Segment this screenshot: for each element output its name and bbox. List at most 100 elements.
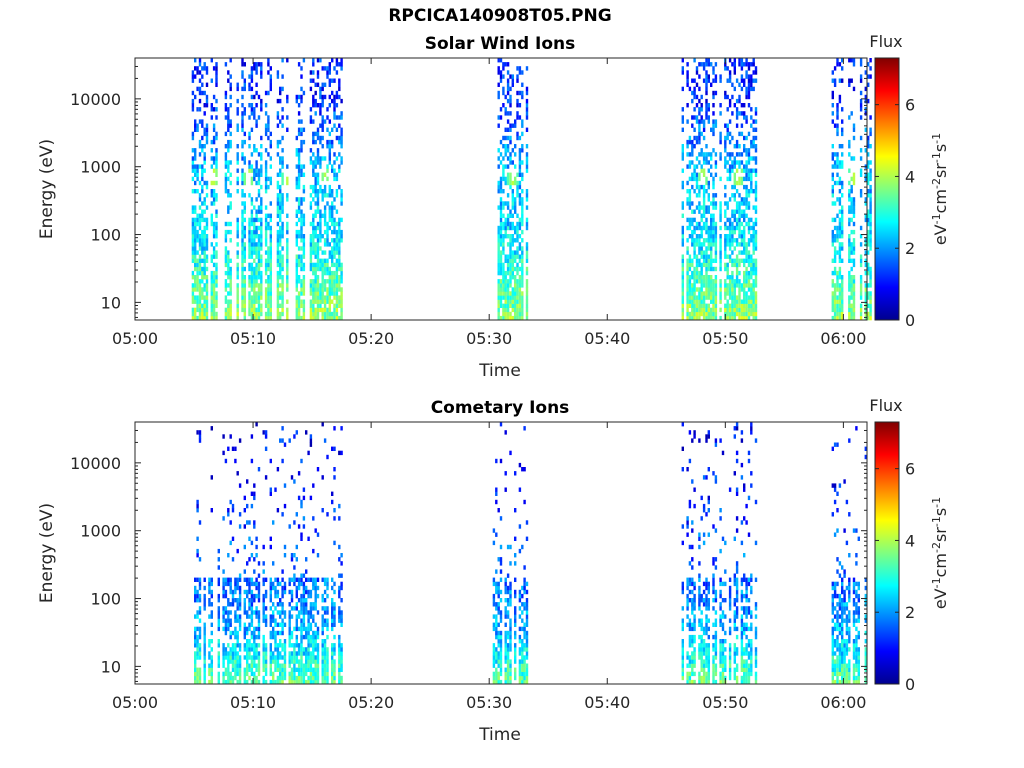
spectrogram-cell: [681, 270, 684, 276]
spectrogram-cell: [309, 659, 313, 664]
spectrogram-cell: [511, 197, 514, 202]
spectrogram-cell: [248, 606, 251, 611]
spectrogram-cell: [198, 430, 202, 435]
spectrogram-cell: [250, 234, 254, 239]
spectrogram-cell: [691, 275, 694, 280]
spectrogram-cell: [205, 283, 209, 288]
spectrogram-cell: [691, 238, 694, 243]
spectrogram-cell: [191, 315, 195, 321]
spectrogram-cell: [212, 287, 216, 292]
spectrogram-cell: [300, 618, 303, 623]
spectrogram-cell: [196, 86, 199, 92]
spectrogram-cell: [269, 262, 272, 268]
spectrogram-cell: [309, 107, 313, 112]
spectrogram-cell: [319, 283, 322, 288]
spectrogram-cell: [499, 115, 503, 120]
spectrogram-cell: [191, 78, 195, 83]
spectrogram-cell: [869, 242, 872, 247]
spectrogram-cell: [712, 119, 715, 124]
spectrogram-cell: [497, 262, 500, 268]
spectrogram-cell: [740, 209, 744, 214]
spectrogram-cell: [297, 311, 301, 317]
spectrogram-cell: [497, 508, 500, 513]
spectrogram-cell: [229, 58, 232, 63]
spectrogram-cell: [335, 311, 339, 317]
spectrogram-cell: [738, 229, 741, 235]
spectrogram-cell: [705, 86, 708, 92]
spectrogram-cell: [253, 144, 256, 149]
spectrogram-cell: [499, 643, 503, 648]
spectrogram-cell: [504, 651, 507, 656]
spectrogram-cell: [752, 270, 755, 276]
spectrogram-cell: [283, 667, 287, 672]
spectrogram-cell: [502, 90, 505, 96]
spectrogram-cell: [283, 614, 287, 619]
spectrogram-cell: [323, 663, 327, 668]
spectrogram-cell: [323, 315, 327, 321]
spectrogram-cell: [848, 193, 851, 198]
spectrogram-cell: [295, 209, 298, 214]
spectrogram-cell: [838, 250, 842, 255]
spectrogram-cell: [702, 66, 706, 71]
spectrogram-cell: [518, 299, 522, 304]
spectrogram-cell: [338, 78, 341, 83]
spectrogram-cell: [521, 315, 524, 321]
spectrogram-cell: [492, 581, 496, 587]
spectrogram-cell: [328, 307, 331, 313]
spectrogram-cell: [848, 205, 851, 210]
spectrogram-cell: [236, 82, 239, 87]
spectrogram-cell: [210, 577, 213, 582]
spectrogram-cell: [499, 152, 503, 157]
spectrogram-cell: [328, 119, 331, 124]
spectrogram-cell: [331, 238, 334, 243]
spectrogram-cell: [705, 62, 708, 67]
spectrogram-cell: [838, 189, 842, 194]
spectrogram-cell: [719, 307, 722, 313]
spectrogram-cell: [236, 98, 239, 104]
spectrogram-cell: [217, 659, 220, 664]
spectrogram-cell: [227, 283, 230, 288]
spectrogram-cell: [492, 577, 496, 582]
spectrogram-cell: [312, 659, 315, 664]
spectrogram-cell: [215, 98, 218, 104]
spectrogram-cell: [312, 234, 315, 239]
spectrogram-cell: [335, 266, 339, 272]
spectrogram-cell: [229, 585, 232, 591]
spectrogram-cell: [333, 634, 336, 640]
spectrogram-cell: [198, 675, 202, 681]
spectrogram-cell: [506, 647, 510, 652]
spectrogram-cell: [198, 107, 202, 112]
spectrogram-cell: [504, 643, 507, 648]
spectrogram-cell: [752, 246, 755, 251]
spectrogram-cell: [257, 307, 261, 313]
spectrogram-cell: [257, 262, 261, 268]
spectrogram-cell: [309, 303, 313, 308]
spectrogram-cell: [506, 643, 510, 648]
spectrogram-cell: [735, 266, 739, 272]
spectrogram-cell: [293, 655, 296, 660]
figure-title: RPCICA140908T05.PNG: [388, 6, 612, 26]
spectrogram-cell: [222, 651, 225, 656]
spectrogram-cell: [201, 234, 204, 239]
spectrogram-cell: [196, 287, 199, 292]
spectrogram-cell: [752, 168, 755, 173]
spectrogram-cell: [859, 148, 863, 153]
spectrogram-cell: [227, 307, 230, 313]
spectrogram-cell: [236, 311, 239, 317]
spectrogram-cell: [738, 279, 741, 284]
spectrogram-cell: [841, 279, 844, 284]
spectrogram-cell: [288, 643, 291, 648]
spectrogram-cell: [212, 307, 216, 313]
spectrogram-cell: [253, 598, 256, 603]
spectrogram-cell: [740, 201, 744, 206]
spectrogram-cell: [215, 242, 218, 247]
spectrogram-cell: [250, 307, 254, 313]
spectrogram-cell: [841, 258, 844, 263]
spectrogram-cell: [497, 671, 500, 677]
spectrogram-cell: [224, 103, 228, 108]
spectrogram-cell: [833, 201, 837, 206]
spectrogram-cell: [497, 622, 500, 627]
spectrogram-cell: [250, 197, 254, 202]
spectrogram-cell: [326, 311, 329, 317]
